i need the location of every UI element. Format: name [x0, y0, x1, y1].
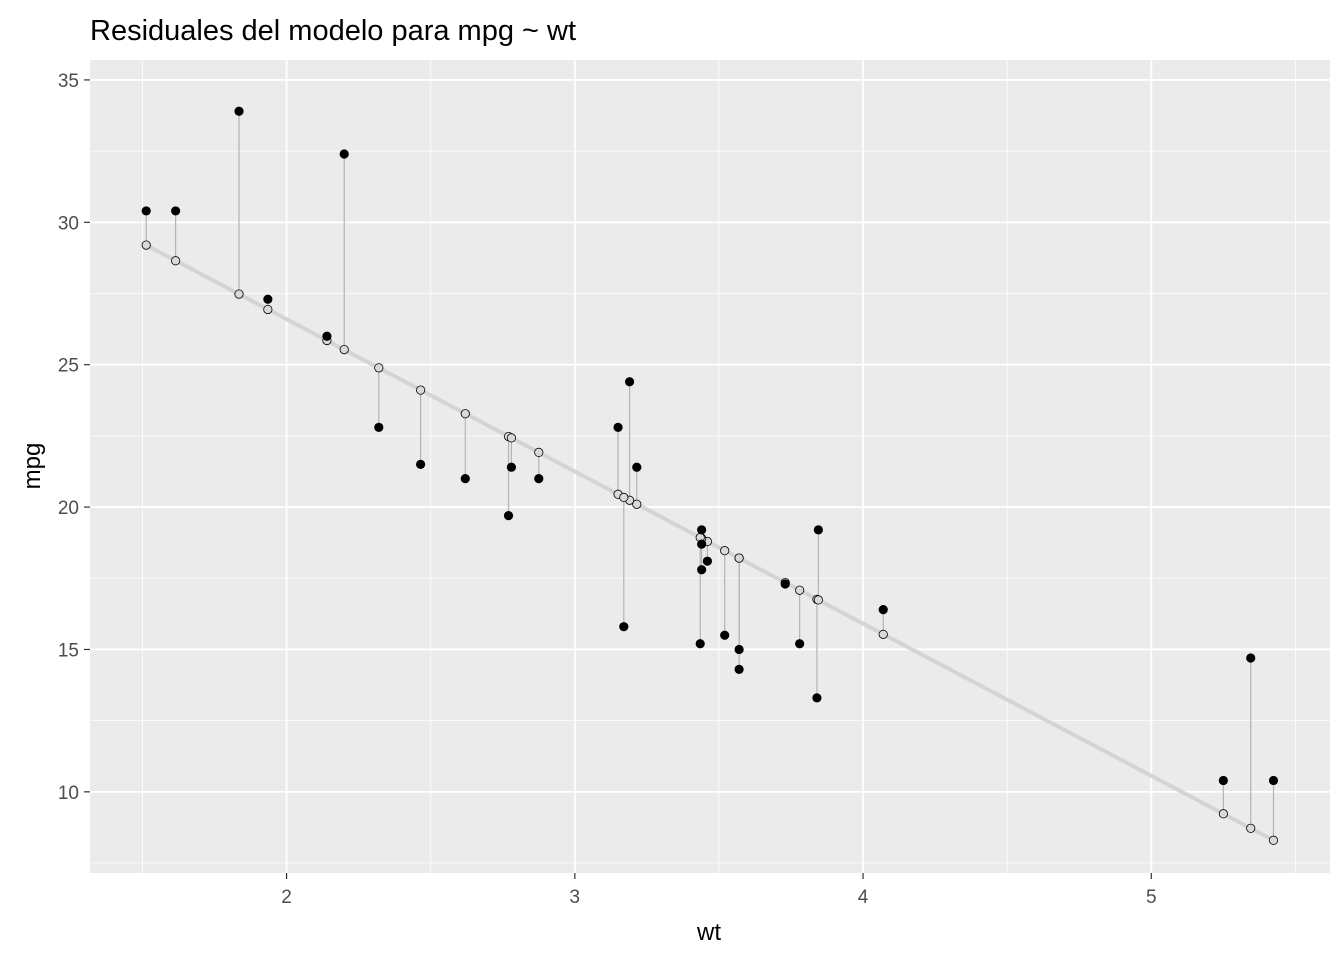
predicted-point	[141, 240, 151, 250]
predicted-point	[734, 553, 744, 563]
observed-point	[460, 474, 470, 484]
predicted-point	[506, 433, 517, 443]
y-tick-label: 10	[58, 783, 79, 804]
observed-point	[632, 462, 642, 472]
observed-point	[619, 622, 629, 632]
observed-point	[734, 664, 744, 674]
predicted-point	[720, 546, 730, 556]
observed-point	[613, 422, 623, 432]
x-tick-label: 5	[1146, 887, 1157, 908]
observed-point	[1218, 775, 1228, 786]
y-axis: 10 15 20 25 30 35	[58, 71, 90, 804]
predicted-point	[416, 385, 426, 395]
y-tick-label: 30	[58, 213, 79, 234]
observed-point	[624, 377, 635, 387]
predicted-point	[813, 595, 823, 605]
residual-segments	[145, 111, 1275, 841]
observed-point	[697, 539, 707, 549]
observed-point	[1268, 775, 1279, 786]
predicted-point	[263, 304, 273, 315]
chart-title: Residuales del modelo para mpg ~ wt	[90, 15, 576, 47]
observed-point	[695, 639, 705, 649]
y-tick-label: 20	[58, 498, 79, 519]
observed-point	[878, 604, 888, 615]
observed-point	[697, 565, 707, 575]
predicted-point	[1218, 809, 1228, 819]
x-axis-title: wt	[696, 919, 721, 946]
observed-point	[720, 630, 730, 640]
observed-point	[263, 294, 273, 304]
observed-point	[416, 459, 426, 469]
observed-point	[339, 149, 349, 159]
predicted-point	[460, 409, 470, 419]
predicted-point	[339, 345, 349, 355]
y-axis-title: mpg	[19, 443, 46, 490]
predicted-point	[171, 256, 181, 266]
plot-panel	[90, 60, 1330, 873]
predicted-point	[632, 499, 642, 509]
observed-point	[534, 474, 544, 484]
x-tick-label: 2	[281, 887, 292, 908]
observed-point	[812, 693, 822, 703]
x-tick-label: 4	[858, 887, 869, 908]
observed-point	[171, 206, 181, 216]
predicted-point	[1246, 823, 1256, 833]
observed-point	[506, 462, 517, 472]
y-tick-label: 25	[58, 356, 79, 377]
predicted-point	[619, 492, 629, 502]
observed-point	[813, 525, 823, 535]
observed-point	[322, 331, 332, 341]
observed-point	[374, 422, 384, 432]
predicted-point	[234, 289, 244, 299]
x-axis: 2 3 4 5	[281, 873, 1157, 908]
y-tick-label: 35	[58, 71, 79, 92]
observed-point	[234, 106, 244, 116]
observed-point	[503, 511, 514, 521]
y-tick-label: 15	[58, 640, 79, 661]
observed-point	[702, 556, 713, 566]
predicted-point	[374, 363, 384, 373]
observed-point	[795, 639, 805, 649]
observed-point	[1246, 653, 1256, 663]
observed-points	[141, 106, 1279, 786]
grid-lines	[90, 60, 1330, 873]
predicted-point	[795, 585, 805, 595]
observed-point	[780, 579, 790, 589]
observed-point	[697, 525, 707, 535]
observed-point	[141, 206, 151, 216]
predicted-point	[878, 629, 888, 639]
observed-point	[734, 644, 744, 655]
predicted-point	[1268, 835, 1279, 845]
x-tick-label: 3	[570, 887, 581, 908]
predicted-point	[534, 447, 544, 458]
